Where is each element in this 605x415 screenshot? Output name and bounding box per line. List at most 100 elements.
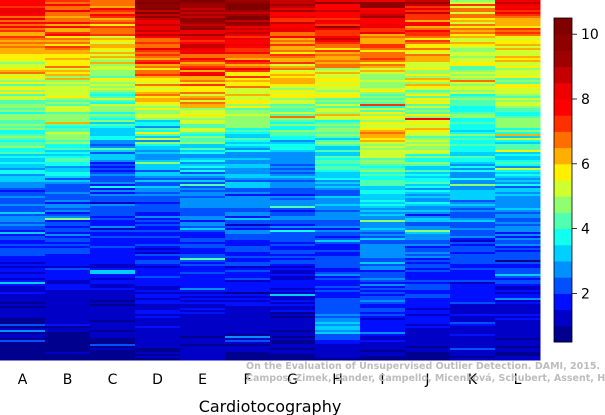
heatmap-cell (0, 78, 46, 81)
heatmap-cell (315, 302, 361, 305)
heatmap-cell (405, 76, 451, 79)
heatmap-cell (45, 84, 91, 87)
heatmap-cell (225, 350, 271, 353)
heatmap-cell (225, 250, 271, 253)
heatmap-cell (450, 260, 496, 263)
heatmap-cell (360, 298, 406, 301)
heatmap-cell (495, 38, 541, 41)
heatmap-cell (315, 188, 361, 191)
heatmap-cell (135, 218, 181, 221)
heatmap-cell (180, 106, 226, 109)
heatmap-cell (0, 320, 46, 323)
heatmap-cell (90, 342, 136, 345)
heatmap-cell (450, 192, 496, 195)
heatmap-cell (450, 226, 496, 229)
heatmap-cell (45, 358, 91, 361)
heatmap-cell (180, 22, 226, 25)
heatmap-cell (225, 84, 271, 87)
heatmap-cell (0, 186, 46, 189)
heatmap-cell (270, 112, 316, 115)
heatmap-cell (450, 100, 496, 103)
heatmap-cell (315, 328, 361, 331)
heatmap-cell (360, 176, 406, 179)
heatmap-cell (45, 134, 91, 137)
heatmap-cell (495, 76, 541, 79)
heatmap-cell (135, 318, 181, 321)
heatmap-cell (0, 94, 46, 97)
heatmap-cell (270, 24, 316, 27)
heatmap-cell (405, 278, 451, 281)
heatmap-cell (45, 88, 91, 91)
heatmap-cell (495, 90, 541, 93)
heatmap-cell (360, 206, 406, 209)
heatmap-cell (225, 284, 271, 287)
heatmap-cell (0, 52, 46, 55)
heatmap-cell (495, 174, 541, 177)
heatmap-cell (45, 254, 91, 257)
heatmap-cell (45, 216, 91, 219)
heatmap-cell (90, 50, 136, 53)
heatmap-cell (405, 20, 451, 23)
heatmap-cell (360, 204, 406, 207)
heatmap-cell (360, 152, 406, 155)
heatmap-cell (225, 214, 271, 217)
heatmap-cell (315, 182, 361, 185)
heatmap-cell (360, 174, 406, 177)
heatmap-cell (45, 108, 91, 111)
heatmap-cell (225, 110, 271, 113)
heatmap-cell (90, 238, 136, 241)
heatmap-cell (45, 260, 91, 263)
colorbar-segment (554, 293, 572, 311)
heatmap-cell (225, 166, 271, 169)
heatmap-cell (225, 336, 271, 339)
heatmap-cell (135, 12, 181, 15)
heatmap-cell (135, 252, 181, 255)
heatmap-cell (405, 36, 451, 39)
heatmap-cell (180, 6, 226, 9)
heatmap-cell (405, 236, 451, 239)
heatmap-cell (270, 342, 316, 345)
heatmap-cell (405, 78, 451, 81)
heatmap-cell (315, 222, 361, 225)
heatmap-cell (135, 184, 181, 187)
heatmap-cell (180, 276, 226, 279)
heatmap-cell (225, 318, 271, 321)
heatmap-cell (360, 294, 406, 297)
heatmap-cell (360, 300, 406, 303)
heatmap-cell (135, 342, 181, 345)
heatmap-cell (135, 228, 181, 231)
heatmap-cell (180, 142, 226, 145)
heatmap-cell (0, 332, 46, 335)
heatmap-cell (0, 346, 46, 349)
heatmap-cell (225, 178, 271, 181)
heatmap-cell (90, 300, 136, 303)
heatmap-cell (90, 350, 136, 353)
heatmap-cell (225, 52, 271, 55)
heatmap-cell (135, 204, 181, 207)
heatmap-cell (225, 196, 271, 199)
heatmap-cell (0, 358, 46, 361)
heatmap-cell (270, 314, 316, 317)
heatmap-cell (360, 156, 406, 159)
heatmap-cell (0, 48, 46, 51)
heatmap-cell (225, 330, 271, 333)
heatmap-cell (450, 82, 496, 85)
heatmap-cell (315, 210, 361, 213)
heatmap-cell (315, 166, 361, 169)
heatmap-cell (180, 128, 226, 131)
heatmap-cell (360, 52, 406, 55)
heatmap-cell (135, 162, 181, 165)
heatmap-cell (270, 154, 316, 157)
heatmap-cell (90, 58, 136, 61)
heatmap-cell (360, 38, 406, 41)
heatmap-cell (405, 164, 451, 167)
heatmap-cell (360, 160, 406, 163)
heatmap-cell (360, 184, 406, 187)
heatmap-cell (225, 346, 271, 349)
heatmap-cell (270, 298, 316, 301)
heatmap-cell (180, 310, 226, 313)
heatmap-cell (45, 340, 91, 343)
heatmap-cell (180, 26, 226, 29)
heatmap-cell (225, 152, 271, 155)
heatmap-cell (135, 338, 181, 341)
